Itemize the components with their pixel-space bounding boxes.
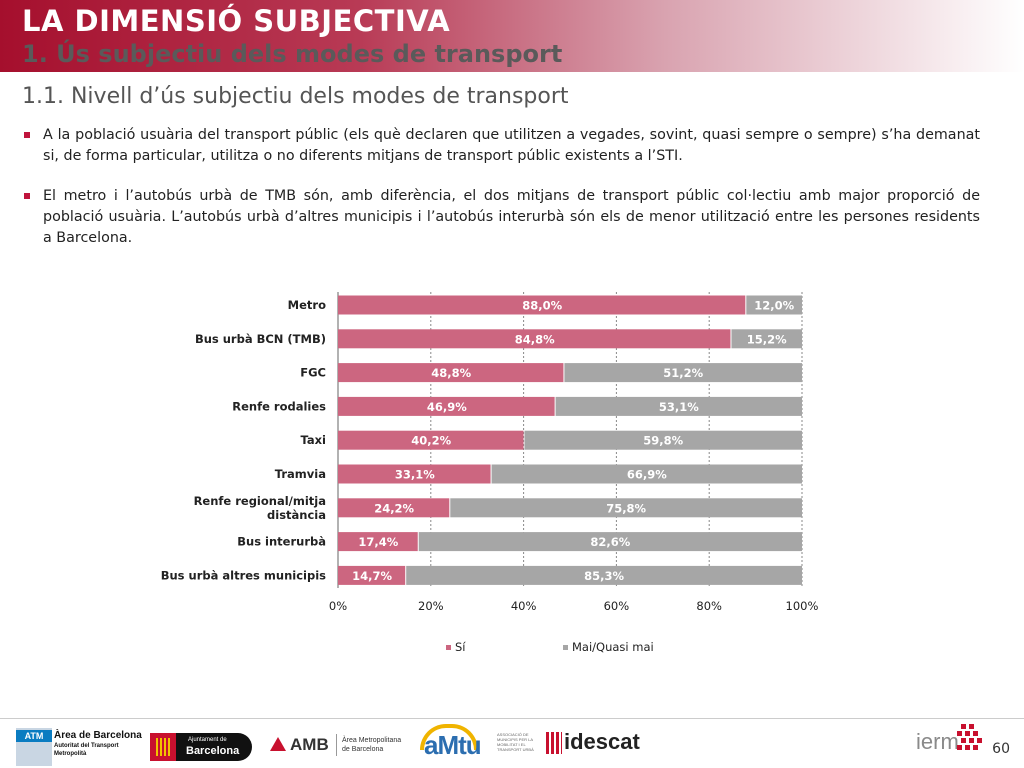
- category-label: Renfe regional/mitja: [194, 494, 326, 508]
- bar-mai: [564, 363, 802, 383]
- header-banner: LA DIMENSIÓ SUBJECTIVA 1. Ús subjectiu d…: [0, 0, 1024, 72]
- bar-mai: [406, 565, 802, 585]
- legend-label: Mai/Quasi mai: [572, 640, 654, 654]
- amb-logo-text: AMB: [290, 735, 329, 754]
- data-label: 12,0%: [754, 299, 794, 313]
- x-tick-label: 100%: [786, 599, 819, 613]
- data-label: 82,6%: [590, 535, 630, 549]
- amb-divider: [336, 734, 337, 756]
- atm-logo-box: ATM: [16, 728, 52, 766]
- data-label: 51,2%: [663, 366, 703, 380]
- atm-logo-name: Àrea de Barcelona: [54, 730, 142, 741]
- legend-swatch: [563, 645, 568, 650]
- footer-divider: [0, 718, 1024, 719]
- bullet-text: A la població usuària del transport públ…: [43, 127, 980, 164]
- data-label: 40,2%: [411, 434, 451, 448]
- idescat-logo-text: idescat: [564, 729, 640, 754]
- amtu-logo-sub: ASSOCIACIÓ DE MUNICIPIS PER LA MOBILITAT…: [497, 732, 534, 752]
- data-label: 46,9%: [427, 400, 467, 414]
- bar-mai: [450, 498, 802, 518]
- amb-logo-name2: de Barcelona: [342, 746, 384, 753]
- iermb-pixel-icon: [957, 724, 982, 750]
- bar-mai: [491, 464, 802, 484]
- bullet-marker: [24, 193, 30, 199]
- page-subtitle: 1. Ús subjectiu dels modes de transport: [22, 40, 563, 68]
- data-label: 14,7%: [352, 569, 392, 583]
- category-label: distància: [267, 508, 326, 522]
- bar-si: [338, 464, 491, 484]
- bar-si: [338, 396, 555, 416]
- bar-mai: [524, 430, 802, 450]
- bar-si: [338, 565, 406, 585]
- bullet-text: El metro i l’autobús urbà de TMB són, am…: [43, 188, 980, 246]
- category-label: Bus interurbà: [237, 535, 326, 549]
- bar-mai: [731, 329, 802, 349]
- category-label: Metro: [288, 298, 326, 312]
- bar-mai: [555, 396, 802, 416]
- amtu-logo-text: aMtu: [424, 730, 482, 760]
- bar-si: [338, 498, 450, 518]
- data-label: 33,1%: [395, 468, 435, 482]
- section-title: 1.1. Nivell d’ús subjectiu dels modes de…: [22, 84, 569, 109]
- data-label: 53,1%: [659, 400, 699, 414]
- x-tick-label: 80%: [696, 599, 722, 613]
- bar-mai: [746, 295, 802, 315]
- bar-si: [338, 430, 524, 450]
- bar-si: [338, 295, 746, 315]
- amb-logo-name1: Àrea Metropolitana: [342, 737, 402, 744]
- bar-si: [338, 363, 564, 383]
- data-label: 24,2%: [374, 501, 414, 515]
- stacked-bar-chart: 0% 20% 40% 60% 80% 100% Metro 88,0% 12,0% Bus urb…: [161, 292, 819, 654]
- data-label: 59,8%: [643, 434, 683, 448]
- category-label: Renfe rodalies: [232, 399, 326, 413]
- bar-si: [338, 329, 731, 349]
- category-label: Taxi: [301, 433, 326, 447]
- data-label: 17,4%: [358, 535, 398, 549]
- atm-logo-sub2: Metropolità: [54, 751, 87, 757]
- data-label: 75,8%: [606, 501, 646, 515]
- data-label: 48,8%: [431, 366, 471, 380]
- idescat-bars-icon: [546, 732, 562, 754]
- ajuntament-logo-name: Barcelona: [186, 745, 240, 757]
- data-label: 15,2%: [747, 332, 787, 346]
- category-label: Bus urbà BCN (TMB): [195, 332, 326, 346]
- ajuntament-shield-icon: [150, 733, 176, 761]
- category-label: FGC: [300, 366, 326, 380]
- ajuntament-logo: Ajuntament de Barcelona: [150, 733, 252, 761]
- amb-triangle-icon: [270, 737, 286, 751]
- page-number: 60: [992, 741, 1010, 757]
- atm-logo-label: ATM: [16, 730, 52, 742]
- legend-swatch: [446, 645, 451, 650]
- category-label: Bus urbà altres municipis: [161, 568, 326, 582]
- data-label: 66,9%: [627, 468, 667, 482]
- data-label: 85,3%: [584, 569, 624, 583]
- bar-si: [338, 532, 418, 552]
- bullet-marker: [24, 132, 30, 138]
- bullet-item: A la població usuària del transport públ…: [22, 125, 980, 167]
- data-label: 84,8%: [515, 332, 555, 346]
- category-label: Tramvia: [275, 467, 326, 481]
- x-tick-label: 60%: [604, 599, 630, 613]
- page-title: LA DIMENSIÓ SUBJECTIVA: [22, 4, 451, 38]
- x-tick-label: 40%: [511, 599, 537, 613]
- x-tick-label: 0%: [329, 599, 347, 613]
- bar-mai: [418, 532, 802, 552]
- ajuntament-logo-top: Ajuntament de: [188, 737, 227, 743]
- data-label: 88,0%: [522, 299, 562, 313]
- legend-label: Sí: [455, 640, 466, 654]
- bullet-item: El metro i l’autobús urbà de TMB són, am…: [22, 186, 980, 249]
- atm-logo-sub1: Autoritat del Transport: [54, 743, 119, 749]
- x-tick-label: 20%: [418, 599, 444, 613]
- iermb-logo-text: ierm: [916, 729, 959, 754]
